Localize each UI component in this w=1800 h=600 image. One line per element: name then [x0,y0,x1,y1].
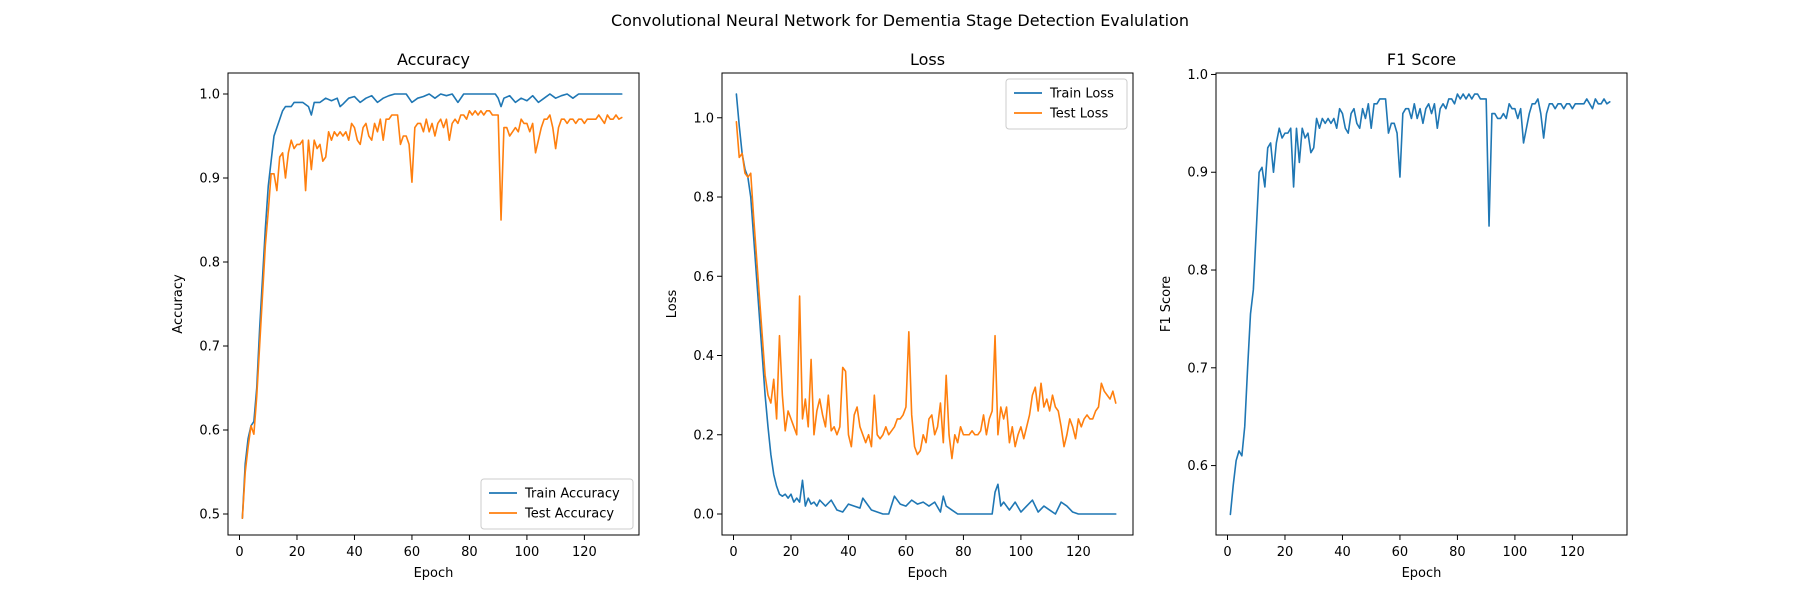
f1-score-x-tick-label: 0 [1223,545,1231,560]
accuracy-y-tick-label: 0.5 [199,508,220,523]
f1-score-x-tick-label: 40 [1334,545,1351,560]
figure-title: Convolutional Neural Network for Dementi… [611,11,1189,30]
loss-legend: Train Loss Test Loss [1005,78,1128,130]
loss-x-tick-label: 100 [1008,545,1033,560]
accuracy-legend-label: Train Accuracy [524,487,620,502]
accuracy-x-tick-label: 0 [235,545,243,560]
loss-x-tick-label: 20 [783,545,800,560]
f1-score-x-tick-label: 80 [1449,545,1466,560]
loss-axes-frame [721,72,1134,536]
loss-x-tick-label: 120 [1066,545,1091,560]
accuracy-series-line-test-accuracy [241,110,623,519]
loss-x-tick-label: 0 [729,545,737,560]
loss-y-tick-label: 0.2 [693,428,714,443]
accuracy-x-tick-label: 120 [572,545,597,560]
accuracy-x-axis-label: Epoch [414,566,454,581]
loss-x-tick-label: 40 [840,545,857,560]
accuracy-x-tick-label: 20 [289,545,306,560]
accuracy-axes-frame [227,72,640,536]
f1-score-chart: F1 Score 0 20 40 60 80 100 120 0.6 0.7 0.8 0.9 1.0 Ep… [1159,50,1628,581]
accuracy-legend-box [480,478,634,530]
loss-x-tick-label: 60 [898,545,915,560]
f1-score-y-tick-label: 0.7 [1187,361,1208,376]
accuracy-x-tick-label: 60 [404,545,421,560]
accuracy-legend-label: Test Accuracy [524,507,614,522]
f1-score-y-tick-label: 0.9 [1187,166,1208,181]
accuracy-x-tick-label: 40 [346,545,363,560]
f1-score-y-axis-label: F1 Score [1159,276,1174,332]
loss-y-tick-label: 0.6 [693,270,714,285]
loss-y-tick-label: 0.4 [693,349,714,364]
f1-score-y-tick-label: 1.0 [1187,68,1208,83]
accuracy-series-line-train-accuracy [241,93,623,519]
accuracy-chart: Accuracy 0 20 40 60 80 100 120 0.5 0.6 0.7 0.8 0.9 1.… [171,50,640,581]
accuracy-title: Accuracy [397,50,470,69]
f1-score-series-line-f1-score [1229,93,1611,516]
loss-x-tick-label: 80 [955,545,972,560]
accuracy-x-tick-label: 80 [461,545,478,560]
f1-score-y-tick-label: 0.6 [1187,459,1208,474]
f1-score-x-axis-label: Epoch [1402,566,1442,581]
loss-chart: Loss 0 20 40 60 80 100 120 0.0 0.2 0.4 0.6 0.8 1.0 Epo… [665,50,1134,581]
loss-legend-label: Test Loss [1049,107,1108,122]
f1-score-x-tick-label: 100 [1502,545,1527,560]
loss-series-line-train-loss [735,93,1117,515]
accuracy-legend: Train Accuracy Test Accuracy [480,478,634,530]
accuracy-y-tick-label: 1.0 [199,88,220,103]
f1-score-x-tick-label: 60 [1392,545,1409,560]
accuracy-y-tick-label: 0.9 [199,172,220,187]
loss-x-axis-label: Epoch [908,566,948,581]
accuracy-y-axis-label: Accuracy [171,274,186,334]
loss-y-tick-label: 1.0 [693,111,714,126]
loss-title: Loss [910,50,945,69]
f1-score-x-tick-label: 120 [1560,545,1585,560]
accuracy-y-tick-label: 0.7 [199,340,220,355]
loss-y-tick-label: 0.8 [693,191,714,206]
loss-legend-label: Train Loss [1049,87,1114,102]
accuracy-y-tick-label: 0.6 [199,424,220,439]
accuracy-x-tick-label: 100 [514,545,539,560]
f1-score-y-tick-label: 0.8 [1187,264,1208,279]
loss-legend-box [1005,78,1128,130]
loss-series-line-test-loss [735,120,1117,460]
f1-score-axes-frame [1215,72,1628,536]
f1-score-x-tick-label: 20 [1277,545,1294,560]
loss-y-axis-label: Loss [665,290,680,319]
f1-score-title: F1 Score [1387,50,1456,69]
accuracy-y-tick-label: 0.8 [199,256,220,271]
loss-y-tick-label: 0.0 [693,508,714,523]
